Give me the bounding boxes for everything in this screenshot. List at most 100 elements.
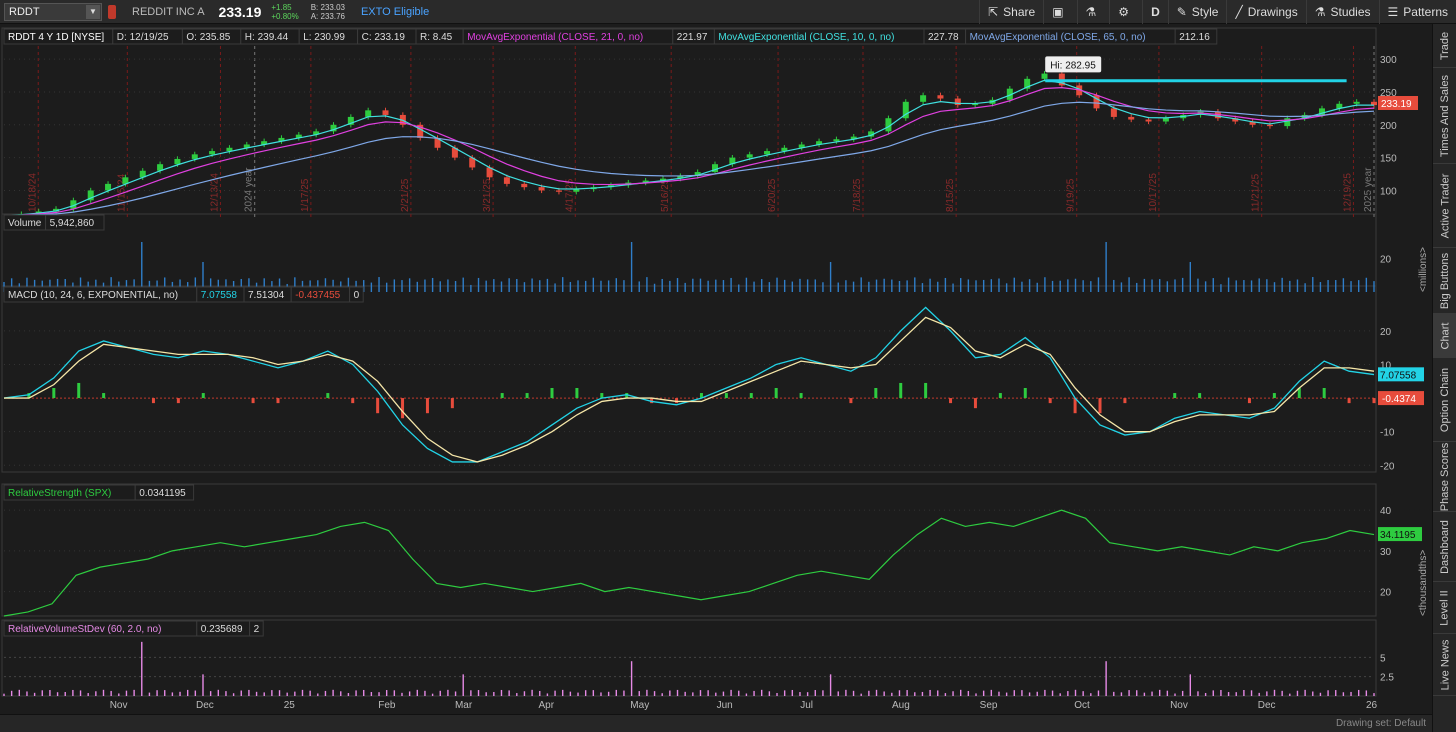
flask-button[interactable]: ⚗ xyxy=(1076,0,1110,24)
sidebar-tab-label: Times And Sales xyxy=(1439,74,1452,157)
panel-macd xyxy=(1,285,1377,473)
candle-body xyxy=(70,200,77,209)
macd-value-badge xyxy=(1378,367,1424,382)
sidebar-tab-phase-scores[interactable]: Phase Scores xyxy=(1433,442,1456,512)
x-axis-label: Sep xyxy=(980,700,998,711)
candle-body xyxy=(1024,78,1031,89)
candle-body xyxy=(157,164,164,171)
sidebar-tab-dashboard[interactable]: Dashboard xyxy=(1433,512,1456,582)
sidebar-tab-option-chain[interactable]: Option Chain xyxy=(1433,358,1456,442)
chart-area[interactable]: 10/18/24 11/15/24 12/13/24 2024 year 1/17/25… xyxy=(0,24,1432,714)
candle-body xyxy=(1284,118,1291,127)
snapshot-button[interactable]: ▣ xyxy=(1043,0,1076,24)
candle-body xyxy=(434,137,441,148)
sidebar-tab-active-trader[interactable]: Active Trader xyxy=(1433,164,1456,248)
x-axis-label: Dec xyxy=(1258,700,1276,711)
date-marker-label: 2024 year xyxy=(244,167,255,212)
candle-body xyxy=(347,116,354,125)
date-marker-label: 10/18/24 xyxy=(27,173,38,212)
candle-body xyxy=(885,118,892,132)
date-marker-label: 11/21/25 xyxy=(1251,173,1262,212)
candle-body xyxy=(191,154,198,159)
x-axis-label: Jun xyxy=(717,700,733,711)
x-axis-label: Nov xyxy=(110,700,128,711)
date-marker-label: 8/15/25 xyxy=(945,178,956,212)
sidebar-tab-trade[interactable]: Trade xyxy=(1433,24,1456,68)
last-price-badge-text: 233.19 xyxy=(1381,99,1412,110)
date-marker-label: 4/17/25 xyxy=(564,178,575,212)
date-marker-label: 12/19/25 xyxy=(1342,173,1353,212)
chart-toolbar: ⇱ Share ▣ ⚗ ⚙ D ✎ Style ╱ Drawings ⚗ Studies… xyxy=(979,0,1456,24)
percent-change: +0.80% xyxy=(271,11,299,21)
moving-average-line xyxy=(3,101,1375,217)
symbol-input[interactable]: RDDT ▼ xyxy=(4,2,102,21)
candle-body xyxy=(764,151,771,155)
price-tick-label: 100 xyxy=(1380,186,1397,197)
candle-body xyxy=(469,157,476,168)
patterns-button[interactable]: ☰ Patterns xyxy=(1378,0,1456,24)
price-tick-label: 300 xyxy=(1380,55,1397,66)
x-axis-label: Mar xyxy=(455,700,473,711)
candle-body xyxy=(313,131,320,135)
x-axis-label: 26 xyxy=(1366,700,1378,711)
bid-price: B: 233.03 xyxy=(310,2,345,12)
candle-body xyxy=(746,154,753,158)
symbol-text: RDDT xyxy=(9,5,40,18)
share-icon: ⇱ xyxy=(988,5,999,19)
x-axis-label: Apr xyxy=(539,700,555,711)
sidebar-tab-label: Level II xyxy=(1439,589,1451,626)
macd-tick-label: -20 xyxy=(1380,461,1395,472)
last-price: 233.19 xyxy=(218,3,262,20)
period-button[interactable]: D xyxy=(1142,0,1168,24)
drawing-set-label[interactable]: Drawing set: Default xyxy=(1335,718,1426,729)
panel-rs xyxy=(1,483,1377,617)
drawings-button[interactable]: ╱ Drawings xyxy=(1226,0,1305,24)
patterns-icon: ☰ xyxy=(1387,5,1399,19)
candle-body xyxy=(972,103,979,106)
candle-body xyxy=(538,187,545,191)
sidebar-tab-level-ii[interactable]: Level II xyxy=(1433,582,1456,634)
x-axis-label: Aug xyxy=(892,700,910,711)
x-axis-label: Jul xyxy=(800,700,813,711)
rs-header-label: RelativeStrength (SPX) xyxy=(8,488,111,499)
panel-price xyxy=(1,27,1377,221)
price-header-label: C: 233.19 xyxy=(362,32,406,43)
date-marker-label: 11/15/24 xyxy=(116,173,127,212)
symbol-dropdown-icon[interactable]: ▼ xyxy=(86,4,100,19)
price-header-label: 212.16 xyxy=(1179,32,1210,43)
ask-price: A: 233.76 xyxy=(310,11,345,21)
macd-header-label: MACD (10, 24, 6, EXPONENTIAL, no) xyxy=(8,290,178,301)
style-button[interactable]: ✎ Style xyxy=(1167,0,1227,24)
sidebar-tab-times-and-sales[interactable]: Times And Sales xyxy=(1433,68,1456,164)
date-marker-label: 2025 year xyxy=(1363,167,1374,212)
sidebar-tab-live-news[interactable]: Live News xyxy=(1433,634,1456,696)
settings-button[interactable]: ⚙ xyxy=(1109,0,1142,24)
candle-body xyxy=(417,124,424,138)
chart-svg[interactable]: 10/18/24 11/15/24 12/13/24 2024 year 1/17/25… xyxy=(0,24,1432,714)
sidebar-tab-big-buttons[interactable]: Big Buttons xyxy=(1433,248,1456,314)
candle-body xyxy=(850,136,857,140)
hi-annotation-box xyxy=(1045,56,1102,73)
candle-body xyxy=(122,177,129,184)
candle-body xyxy=(486,167,493,178)
sidebar-tab-chart[interactable]: Chart xyxy=(1433,314,1456,358)
date-marker-label: 6/20/25 xyxy=(767,178,778,212)
share-button[interactable]: ⇱ Share xyxy=(979,0,1043,24)
candle-body xyxy=(677,176,684,179)
candle-body xyxy=(816,141,823,145)
price-header-label: MovAvgExponential (CLOSE, 65, 0, no) xyxy=(970,32,1146,43)
rvol-header-label: 2 xyxy=(254,624,260,635)
candle-body xyxy=(53,208,60,212)
sidebar-tab-label: Chart xyxy=(1439,322,1451,349)
candle-body xyxy=(1041,73,1048,79)
rs-tick-label: 20 xyxy=(1380,588,1392,599)
date-marker-label: 3/21/25 xyxy=(482,178,493,212)
bid-ask: B: 233.03 A: 233.76 xyxy=(311,3,345,21)
candle-body xyxy=(1266,124,1273,127)
x-axis-label: Oct xyxy=(1074,700,1090,711)
macd-tick-label: -10 xyxy=(1380,428,1395,439)
candle-body xyxy=(1128,116,1135,120)
candle-body xyxy=(659,178,666,181)
studies-button[interactable]: ⚗ Studies xyxy=(1305,0,1379,24)
candle-body xyxy=(330,124,337,132)
